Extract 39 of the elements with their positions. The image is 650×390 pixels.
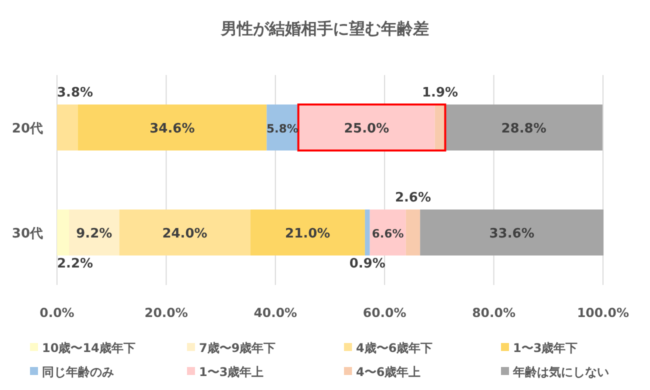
data-label: 33.6%	[489, 226, 534, 242]
bar	[250, 210, 365, 256]
legend-label: 年齢は気にしない	[512, 365, 609, 379]
data-label: 3.8%	[57, 86, 94, 100]
data-label: 28.8%	[501, 122, 546, 136]
x-tick-label: 0.0%	[40, 305, 75, 320]
legend-label: 4〜6歳年上	[356, 365, 421, 379]
data-label: 6.6%	[372, 226, 404, 240]
data-label: 2.2%	[57, 256, 94, 272]
bar	[370, 210, 406, 256]
legend-label: 1〜3歳年下	[513, 341, 578, 355]
data-label: 34.6%	[150, 122, 195, 136]
x-tick-label: 20.0%	[144, 305, 188, 320]
data-label: 0.9%	[349, 256, 386, 272]
x-tick-label: 80.0%	[472, 305, 516, 320]
x-tick-label: 100.0%	[576, 305, 630, 320]
bar	[420, 210, 604, 256]
data-label: 25.0%	[344, 122, 390, 136]
data-label: 9.2%	[76, 226, 112, 242]
x-tick-label: 60.0%	[362, 305, 407, 320]
data-label: 2.6%	[394, 190, 432, 206]
data-label: 21.0%	[285, 226, 330, 242]
legend-label: 10歳〜14歳年下	[42, 341, 136, 355]
bar	[406, 210, 420, 256]
legend-label: 4歳〜6歳年下	[356, 341, 433, 355]
x-tick-label: 40.0%	[254, 305, 298, 320]
bar	[445, 104, 602, 150]
bar	[364, 210, 370, 256]
data-label: 1.9%	[422, 86, 458, 100]
y-tick-label: 20代	[12, 122, 43, 136]
legend-label: 1〜3歳年上	[199, 365, 264, 379]
bar	[57, 104, 78, 150]
data-label: 24.0%	[162, 226, 208, 242]
y-tick-label: 30代	[12, 226, 43, 242]
legend-label: 同じ年齢のみ	[42, 365, 114, 379]
chart-title: 男性が結婚相手に望む年齢差	[220, 19, 429, 38]
bar	[119, 210, 250, 256]
bar	[78, 104, 267, 150]
legend-label: 7歳〜9歳年下	[199, 341, 276, 355]
